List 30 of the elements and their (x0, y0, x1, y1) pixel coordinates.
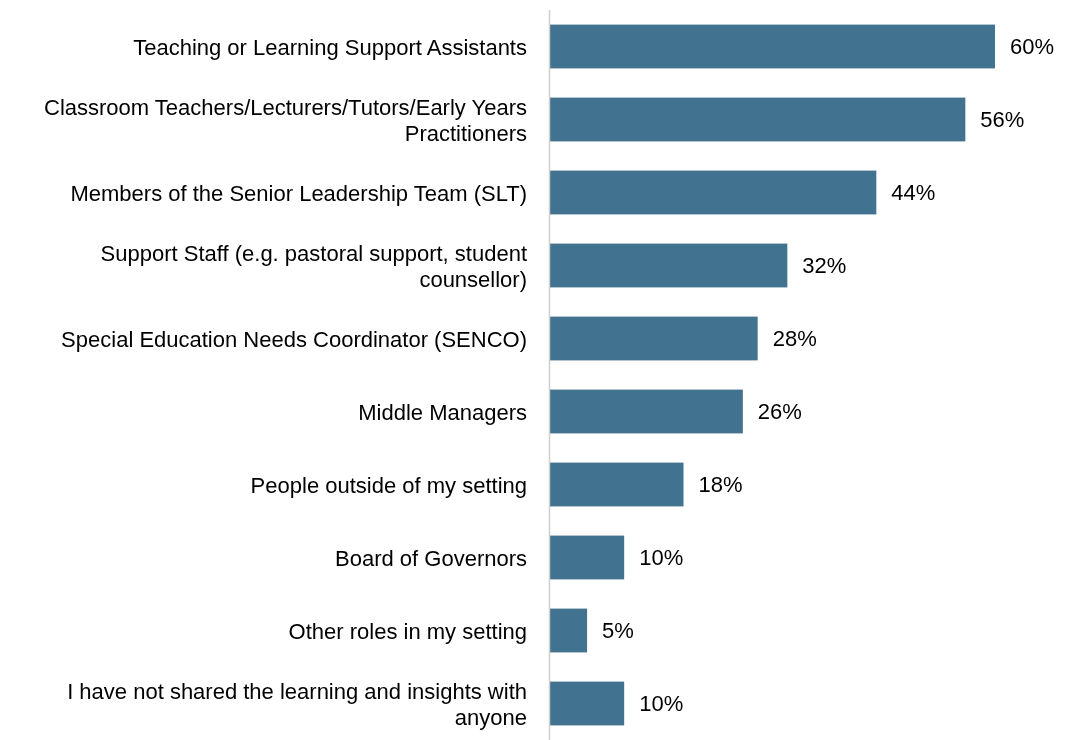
bar (550, 535, 625, 580)
bar (550, 97, 966, 142)
bar (550, 462, 684, 507)
data-label: 26% (757, 399, 802, 424)
y-tick-label: Support Staff (e.g. pastoral support, student counsellor) (100, 240, 527, 291)
data-label: 5% (602, 618, 634, 643)
y-tick-label: People outside of my setting (250, 472, 527, 497)
bar (550, 243, 788, 288)
y-tick-label: Teaching or Learning Support Assistants (133, 34, 527, 59)
y-tick-label: Board of Governors (335, 545, 527, 570)
bar (550, 170, 877, 215)
bar (550, 608, 588, 653)
bar (550, 316, 758, 361)
bar (550, 24, 995, 69)
data-label: 56% (980, 107, 1025, 132)
data-label: 44% (891, 180, 936, 205)
bar (550, 389, 743, 434)
y-tick-label: Classroom Teachers/Lecturers/Tutors/Early Years Practitioners (44, 94, 527, 145)
data-label: 28% (772, 326, 817, 351)
y-tick-label: I have not shared the learning and insights with anyone (67, 678, 527, 729)
y-tick-label: Middle Managers (358, 399, 527, 424)
data-label: 10% (639, 545, 684, 570)
y-tick-label: Members of the Senior Leadership Team (SLT) (70, 180, 527, 205)
y-tick-label: Other roles in my setting (288, 618, 527, 643)
data-label: 10% (639, 691, 684, 716)
data-label: 18% (698, 472, 743, 497)
y-tick-label: Special Education Needs Coordinator (SENCO) (61, 326, 527, 351)
data-label: 60% (1010, 34, 1055, 59)
data-label: 32% (802, 253, 847, 278)
bar (550, 681, 625, 726)
